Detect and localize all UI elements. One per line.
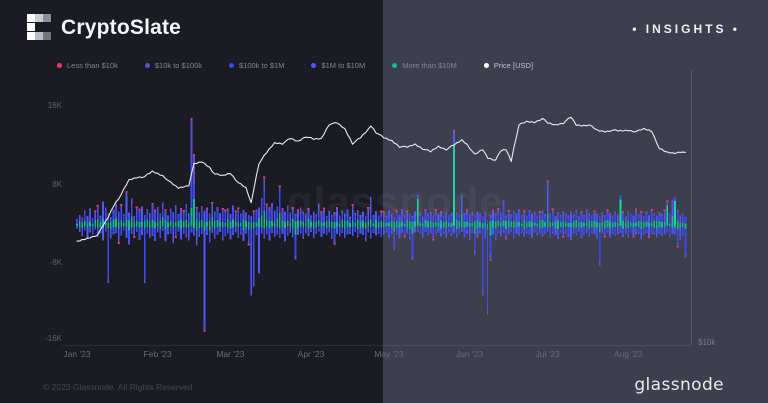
legend-dot-icon: [229, 63, 234, 68]
header: CryptoSlate: [27, 14, 181, 41]
legend-item--10k-to-100k: $10k to $100k: [144, 61, 202, 70]
legend-dot-icon: [57, 63, 62, 68]
price-axis-label: $10k: [698, 338, 716, 347]
volume-tick-8K: 8K: [52, 180, 62, 189]
legend-label: More than $10M: [402, 61, 457, 70]
month-tick: Mar '23: [216, 349, 245, 359]
volume-tick-16K: 16K: [47, 101, 62, 110]
legend-label: $1M to $10M: [321, 61, 366, 70]
chart-legend: Less than $10k $10k to $100k $100k to $1M $…: [57, 61, 533, 70]
legend-dot-icon: [311, 63, 317, 68]
month-tick: Apr '23: [297, 349, 325, 359]
glassnode-wordmark: glassnode: [634, 375, 724, 395]
legend-item-more-than-10m: More than $10M: [392, 61, 457, 70]
cryptoslate-logo-icon: [27, 14, 51, 40]
legend-item-less-than-10k: Less than $10k: [57, 61, 118, 70]
page-title: CryptoSlate: [61, 15, 182, 39]
month-tick: Jun '23: [456, 349, 484, 359]
legend-item--100k-to-1m: $100k to $1M: [229, 61, 284, 70]
copyright-text: © 2023 Glassnode. All Rights Reserved.: [43, 382, 195, 392]
month-tick: Jul '23: [535, 349, 560, 359]
background-split-panel: [383, 0, 768, 403]
legend-label: $10k to $100k: [154, 61, 202, 70]
legend-label: Price [USD]: [493, 61, 534, 70]
month-tick: Jan '23: [63, 349, 91, 359]
legend-dot-icon: [392, 63, 398, 68]
volume-tick--8K: -8K: [49, 258, 62, 267]
legend-dot-icon: [483, 63, 489, 68]
insights-badge: • INSIGHTS •: [632, 22, 740, 36]
volume-tick--16K: -16K: [45, 334, 62, 343]
legend-label: Less than $10k: [67, 61, 118, 70]
legend-label: $100k to $1M: [239, 61, 285, 70]
legend-item-price-usd-: Price [USD]: [483, 61, 534, 70]
month-tick: Feb '23: [143, 349, 172, 359]
month-tick: May '23: [374, 349, 404, 359]
legend-dot-icon: [144, 63, 150, 68]
legend-item--1m-to-10m: $1M to $10M: [311, 61, 365, 70]
month-tick: Aug '23: [613, 349, 643, 359]
